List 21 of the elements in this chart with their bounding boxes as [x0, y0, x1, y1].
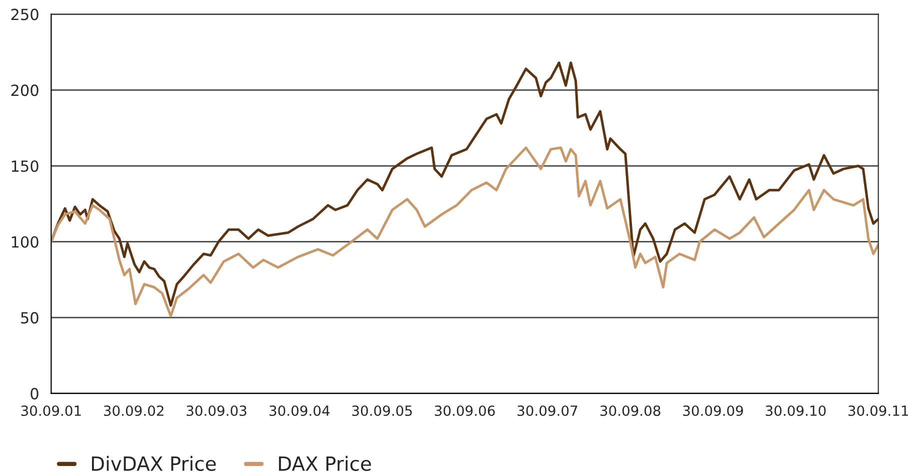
y-tick-label: 250 [11, 8, 38, 20]
x-tick-label: 30.09.01 [21, 405, 81, 416]
x-tick-label: 30.09.03 [186, 405, 246, 416]
y-tick-label: 200 [11, 84, 38, 96]
y-tick-label: 150 [12, 160, 38, 172]
x-tick-label: 30.09.09 [683, 405, 743, 416]
legend-label: DivDAX Price [92, 456, 216, 471]
line-series [51, 62, 878, 307]
y-tick-label: 0 [30, 388, 38, 400]
y-tick-label: 50 [21, 312, 38, 324]
x-tick-label: 30.09.04 [270, 405, 330, 416]
y-tick-label: 100 [12, 236, 38, 248]
x-tick-label: 30.09.08 [600, 405, 660, 416]
x-tick-label: 30.09.10 [766, 405, 826, 416]
x-tick-label: 30.09.06 [434, 405, 495, 416]
x-tick-label: 30.09.02 [104, 405, 164, 416]
legend-label: DAX Price [279, 456, 371, 471]
line-series [51, 146, 878, 318]
x-tick-label: 30.09.05 [352, 405, 412, 416]
x-tick-label: 30.09.11 [848, 405, 908, 416]
x-tick-label: 30.09.07 [518, 405, 578, 416]
